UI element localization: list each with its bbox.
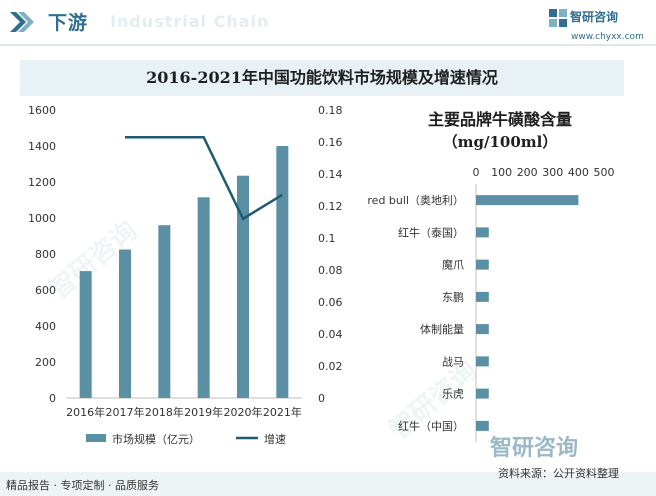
right-chart-title: 主要品牌牛磺酸含量 bbox=[427, 110, 572, 129]
top-x-tick-label: 400 bbox=[568, 166, 589, 179]
right-y-tick-label: 0.1 bbox=[318, 232, 336, 245]
footer-slogan: 精品报告 · 专项定制 · 品质服务 bbox=[6, 479, 159, 492]
x-tick-label: 2018年 bbox=[145, 405, 184, 419]
left-y-tick-label: 1600 bbox=[28, 104, 56, 117]
right-y-tick-label: 0.08 bbox=[318, 264, 343, 277]
brand-url[interactable]: www.chyxx.com bbox=[571, 32, 644, 42]
legend-swatch-bar bbox=[86, 434, 106, 442]
right-chart-unit: （mg/100ml） bbox=[442, 133, 558, 151]
x-tick-label: 2016年 bbox=[66, 405, 105, 419]
bar-taurine-content bbox=[476, 291, 489, 302]
legend-label-bar: 市场规模（亿元） bbox=[112, 432, 200, 446]
title-band bbox=[20, 60, 624, 96]
right-y-tick-label: 0.02 bbox=[318, 360, 343, 373]
brand-name: 智研咨询 bbox=[570, 10, 619, 24]
left-y-tick-label: 0 bbox=[49, 392, 56, 405]
top-x-tick-label: 200 bbox=[517, 166, 538, 179]
right-y-tick-label: 0 bbox=[318, 392, 325, 405]
section-title: 下游 bbox=[48, 12, 89, 34]
top-x-tick-label: 0 bbox=[473, 166, 480, 179]
bar-taurine-content bbox=[476, 356, 489, 367]
right-y-tick-label: 0.04 bbox=[318, 328, 343, 341]
brand-category-label: 红牛（泰国） bbox=[398, 225, 464, 239]
left-y-tick-label: 1200 bbox=[28, 176, 56, 189]
right-y-tick-label: 0.18 bbox=[318, 104, 343, 117]
x-tick-label: 2020年 bbox=[224, 405, 263, 419]
bar-market-size bbox=[237, 175, 249, 398]
x-tick-label: 2019年 bbox=[184, 405, 223, 419]
brand-category-label: 战马 bbox=[442, 355, 464, 368]
top-x-tick-label: 100 bbox=[491, 166, 512, 179]
chart-main-title: 2016-2021年中国功能饮料市场规模及增速情况 bbox=[146, 68, 498, 87]
bar-market-size bbox=[276, 146, 289, 398]
bar-taurine-content bbox=[476, 259, 489, 270]
brand-category-label: 乐虎 bbox=[442, 388, 464, 401]
bar-taurine-content bbox=[476, 227, 489, 238]
top-x-tick-label: 300 bbox=[542, 166, 563, 179]
brand-category-label: 东鹏 bbox=[442, 291, 464, 304]
bar-market-size bbox=[119, 249, 131, 398]
left-y-tick-label: 800 bbox=[35, 248, 56, 261]
brand-category-label: red bull（奥地利） bbox=[367, 193, 464, 207]
right-y-tick-label: 0.06 bbox=[318, 296, 343, 309]
brand-category-label: 魔爪 bbox=[442, 258, 464, 272]
right-y-tick-label: 0.16 bbox=[318, 136, 343, 149]
left-y-tick-label: 1000 bbox=[28, 212, 56, 225]
brand-logo-icon bbox=[549, 9, 567, 27]
left-y-tick-label: 1400 bbox=[28, 140, 56, 153]
brand-category-label: 体制能量 bbox=[420, 322, 464, 336]
bar-taurine-content bbox=[476, 324, 489, 335]
left-y-tick-label: 400 bbox=[35, 320, 56, 333]
bar-market-size bbox=[158, 225, 171, 398]
chevron-right-icon bbox=[10, 12, 34, 32]
right-y-tick-label: 0.14 bbox=[318, 168, 343, 181]
bar-taurine-content bbox=[476, 420, 489, 431]
bar-market-size bbox=[197, 197, 210, 398]
header-ghost-text: Industrial Chain bbox=[110, 12, 270, 31]
legend-label-line: 增速 bbox=[264, 432, 286, 446]
left-y-tick-label: 200 bbox=[35, 356, 56, 369]
header-divider bbox=[0, 44, 656, 46]
top-x-tick-label: 500 bbox=[594, 166, 615, 179]
bar-market-size bbox=[79, 271, 92, 398]
x-tick-label: 2021年 bbox=[263, 405, 302, 419]
bar-taurine-content bbox=[476, 388, 489, 399]
header-bar bbox=[0, 0, 656, 44]
growth-rate-line bbox=[125, 135, 283, 221]
footer-watermark-logo: 智研咨询 bbox=[490, 436, 579, 461]
data-source: 资料来源：公开资料整理 bbox=[498, 467, 619, 480]
x-tick-label: 2017年 bbox=[106, 405, 145, 419]
bar-taurine-content bbox=[476, 195, 579, 206]
brand-category-label: 红牛（中国） bbox=[398, 419, 464, 433]
footer-bar bbox=[0, 472, 656, 496]
right-y-tick-label: 0.12 bbox=[318, 200, 343, 213]
left-y-tick-label: 600 bbox=[35, 284, 56, 297]
